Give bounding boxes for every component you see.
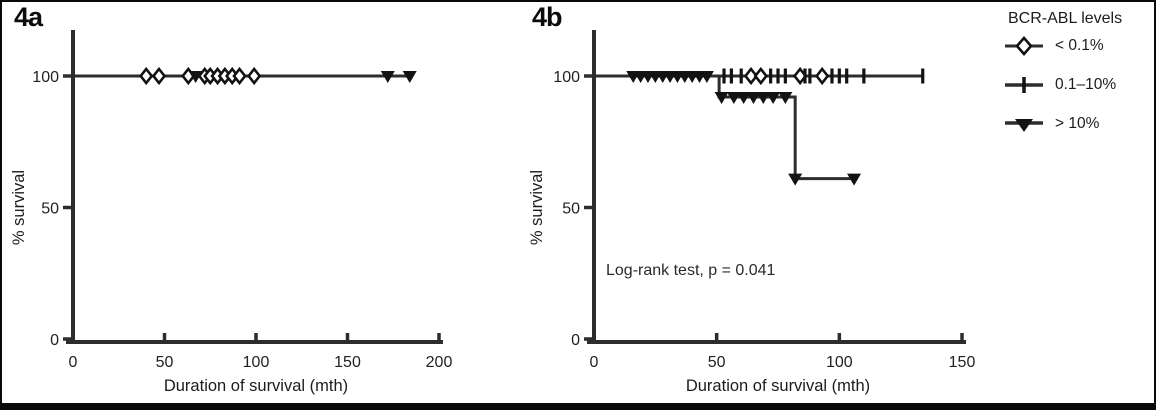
panel-label-4a: 4a	[14, 2, 43, 32]
censor-filled-triangle	[188, 71, 203, 83]
x-tick-label: 50	[708, 354, 726, 371]
censor-filled-triangle	[788, 173, 803, 186]
x-tick-label: 150	[334, 354, 361, 371]
censor-open-diamond	[247, 66, 262, 86]
plus-marker-icon	[1005, 77, 1043, 93]
censor-filled-triangle	[699, 71, 714, 83]
x-tick-label: 0	[590, 354, 599, 371]
y-axis-title: % survival	[528, 170, 546, 245]
y-tick-label: 100	[32, 69, 59, 86]
x-tick-label: 50	[156, 354, 174, 371]
y-tick-label: 50	[41, 201, 59, 218]
legend-title: BCR-ABL levels	[1008, 10, 1123, 27]
censor-filled-triangle	[726, 92, 741, 105]
y-tick-label: 50	[562, 201, 580, 218]
censor-filled-triangle	[847, 173, 862, 186]
censor-filled-triangle	[714, 92, 729, 105]
censor-filled-triangle	[756, 92, 771, 105]
x-tick-label: 100	[243, 354, 270, 371]
censor-filled-triangle	[746, 92, 761, 105]
x-tick-label: 200	[426, 354, 453, 371]
survival-chart-4a: 0 50 100 150 200 0 50 100 Duration of survival (…	[10, 30, 453, 395]
filled-triangle-marker-icon	[1005, 119, 1043, 132]
panel-label-4b: 4b	[532, 2, 562, 32]
x-tick-label: 150	[949, 354, 976, 371]
y-tick-label: 0	[571, 332, 580, 349]
censor-open-diamond	[753, 66, 768, 86]
censor-open-diamond	[743, 66, 759, 86]
panel-4a: 0 50 100 150 200 0 50 100 Duration of survival (…	[2, 2, 522, 403]
censor-open-diamond	[232, 66, 247, 86]
censor-open-diamond	[815, 66, 830, 86]
x-axis-title: Duration of survival (mth)	[164, 377, 348, 395]
censor-filled-triangle	[766, 92, 781, 105]
censor-filled-triangle	[736, 92, 751, 105]
censor-filled-triangle	[778, 92, 793, 105]
censor-filled-triangle	[380, 71, 395, 83]
censor-open-diamond	[151, 66, 167, 86]
survival-chart-4b: 0 50 100 150 0 50 100 Duration of survival (mth…	[528, 30, 976, 395]
legend: BCR-ABL levels < 0.1% 0.1–10% > 10%	[1000, 8, 1154, 151]
censor-filled-triangle	[402, 71, 417, 83]
y-tick-label: 0	[50, 332, 59, 349]
legend-item-0.1-10pct: 0.1–10%	[1002, 73, 1154, 97]
y-tick-label: 100	[553, 69, 580, 86]
y-axis-title: % survival	[10, 170, 28, 245]
legend-label-gt-10pct: > 10%	[1055, 115, 1100, 132]
censor-open-diamond	[139, 66, 154, 86]
x-tick-label: 0	[69, 354, 78, 371]
survival-curve-series-2	[594, 74, 857, 181]
panel-4b: 0 50 100 150 0 50 100 Duration of survival (mth…	[520, 2, 1002, 403]
x-tick-label: 100	[826, 354, 853, 371]
log-rank-annotation: Log-rank test, p = 0.041	[606, 262, 776, 279]
legend-item-gt-10pct: > 10%	[1002, 112, 1154, 136]
open-diamond-marker-icon	[1005, 36, 1043, 56]
x-axis-title: Duration of survival (mth)	[686, 377, 870, 395]
legend-label-0.1-10pct: 0.1–10%	[1055, 76, 1117, 93]
legend-item-lt-0.1pct: < 0.1%	[1002, 34, 1154, 58]
legend-label-lt-0.1pct: < 0.1%	[1055, 37, 1104, 54]
